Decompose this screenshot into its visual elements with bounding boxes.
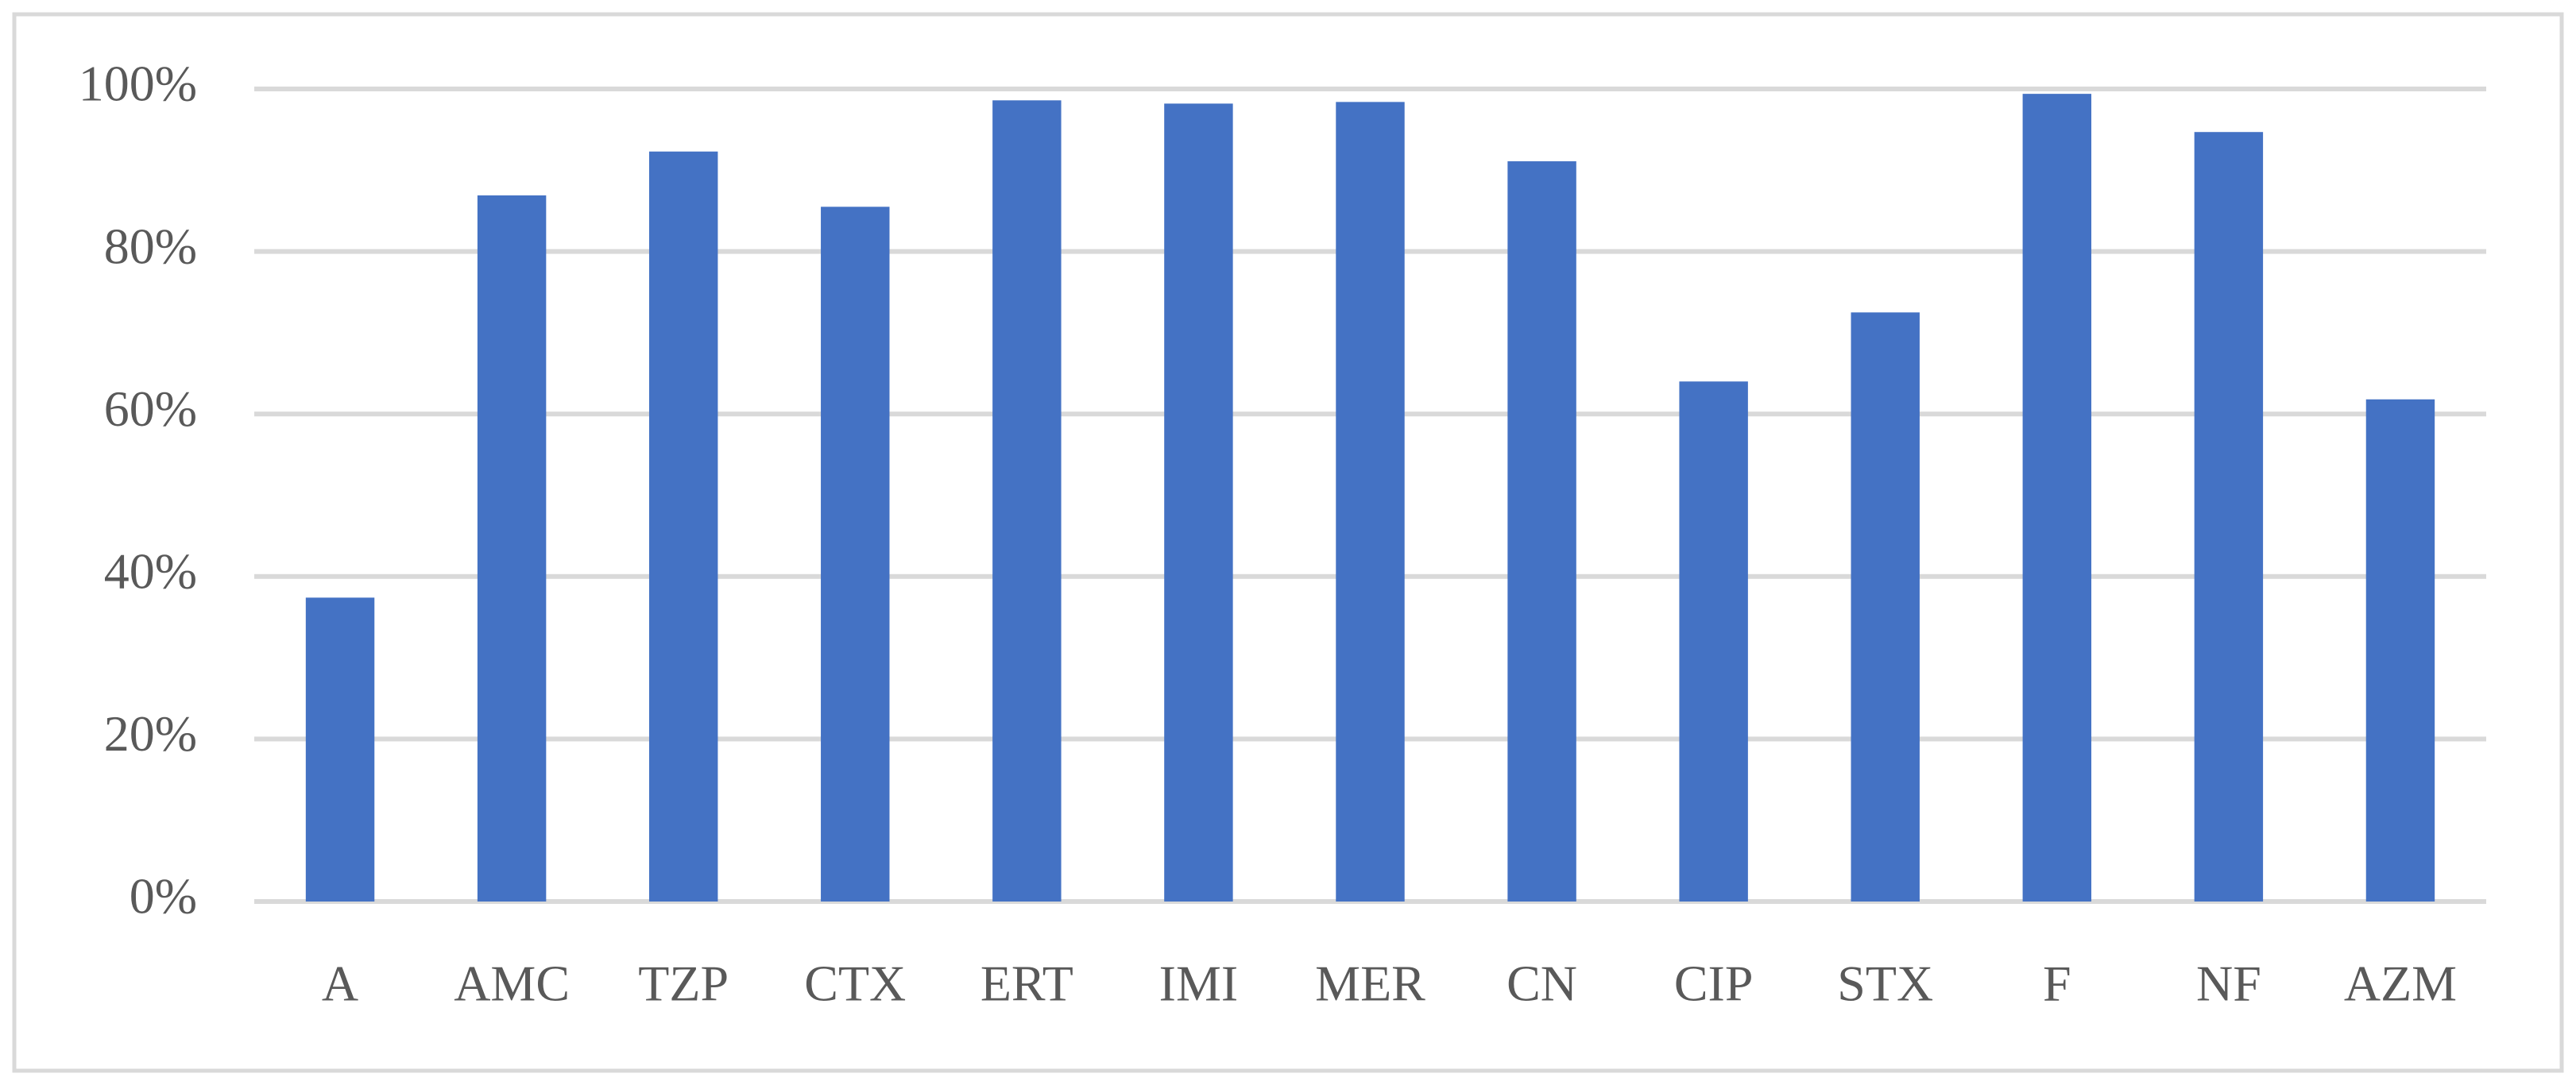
x-tick-label: AZM: [2344, 956, 2457, 1012]
bar: [477, 195, 547, 902]
x-tick-label: CTX: [804, 956, 906, 1012]
x-tick-label: AMC: [454, 956, 570, 1012]
bar: [992, 100, 1062, 902]
y-tick-label: 60%: [104, 380, 197, 437]
x-tick-label: ERT: [981, 956, 1073, 1012]
bar: [2194, 132, 2264, 902]
bar: [1336, 102, 1405, 902]
bar: [821, 207, 890, 902]
chart-frame: [12, 12, 2564, 1073]
x-tick-label: CIP: [1674, 956, 1754, 1012]
bar: [1851, 312, 1920, 902]
x-tick-label: NF: [2196, 956, 2261, 1012]
y-tick-label: 100%: [79, 56, 197, 112]
y-tick-label: 20%: [104, 705, 197, 762]
x-tick-label: IMI: [1159, 956, 1239, 1012]
x-tick-label: A: [322, 956, 358, 1012]
x-tick-label: STX: [1837, 956, 1933, 1012]
y-tick-label: 0%: [130, 868, 197, 925]
bar: [305, 597, 375, 902]
bar: [1164, 103, 1233, 902]
bar: [648, 151, 718, 902]
bar: [1679, 381, 1748, 902]
x-tick-label: F: [2043, 956, 2071, 1012]
y-tick-label: 40%: [104, 542, 197, 599]
bar: [2365, 399, 2435, 902]
x-tick-label: CN: [1507, 956, 1577, 1012]
x-tick-label: MER: [1315, 956, 1425, 1012]
bar: [1507, 161, 1576, 902]
bar: [2022, 94, 2092, 902]
y-tick-label: 80%: [104, 218, 197, 274]
x-tick-label: TZP: [638, 956, 729, 1012]
